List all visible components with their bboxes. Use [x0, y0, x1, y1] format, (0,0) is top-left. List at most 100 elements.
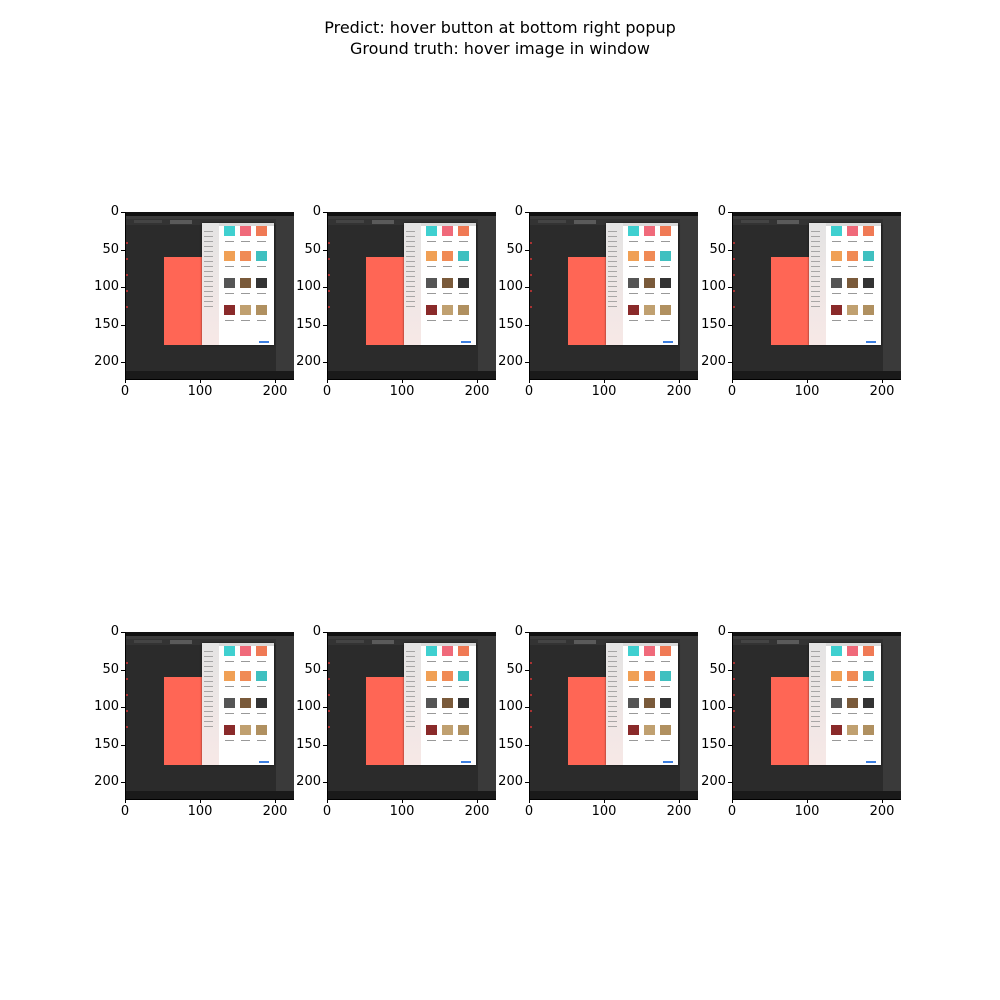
tool-bar-icons — [530, 242, 532, 322]
popup-button[interactable] — [663, 761, 673, 763]
thumbnail-caption — [832, 713, 841, 714]
thumbnail-caption — [427, 686, 436, 687]
y-tick-label: 100 — [296, 699, 321, 714]
options-bar — [733, 216, 901, 219]
image-thumbnail — [442, 226, 453, 236]
y-tick-label: 150 — [94, 737, 119, 752]
thumbnail-caption — [848, 293, 857, 294]
thumbnail-caption — [443, 686, 452, 687]
thumbnail-caption — [864, 293, 873, 294]
document-tab-bar — [733, 219, 901, 225]
x-tick-label: 100 — [794, 384, 820, 399]
thumbnail-caption — [241, 713, 250, 714]
popup-sidebar-items — [608, 231, 617, 311]
y-tick-mark — [525, 250, 529, 251]
x-tick-label: 0 — [120, 804, 130, 819]
thumbnail-caption — [629, 740, 638, 741]
popup-button[interactable] — [259, 341, 269, 343]
x-tick-label: 100 — [794, 804, 820, 819]
popup-button[interactable] — [461, 341, 471, 343]
image-thumbnail — [628, 698, 639, 708]
image-thumbnail — [442, 251, 453, 261]
image-thumbnail — [660, 278, 671, 288]
thumbnail-caption — [645, 740, 654, 741]
thumbnail-caption — [459, 320, 468, 321]
image-thumbnail — [240, 305, 251, 315]
y-tick-label: 0 — [110, 204, 119, 219]
x-tick-mark — [477, 799, 478, 803]
x-tick-label: 200 — [869, 804, 895, 819]
x-tick-mark — [477, 379, 478, 383]
screenshot-image — [529, 212, 698, 380]
thumbnail-caption — [459, 241, 468, 242]
y-tick-mark — [728, 362, 732, 363]
y-tick-label: 200 — [498, 774, 523, 789]
image-thumbnail — [863, 671, 874, 681]
thumbnail-caption — [443, 293, 452, 294]
popup-sidebar — [606, 223, 623, 345]
popup-sidebar — [202, 223, 219, 345]
right-panel-dock — [276, 639, 294, 791]
popup-button[interactable] — [259, 761, 269, 763]
y-tick-mark — [121, 707, 125, 708]
x-tick-mark — [327, 799, 328, 803]
thumbnail-caption — [629, 293, 638, 294]
subplot-panel: 0 50 100 150 200 0 100 200 — [498, 205, 705, 402]
y-tick-mark — [728, 707, 732, 708]
y-tick-mark — [121, 632, 125, 633]
popup-window — [606, 223, 678, 345]
image-thumbnail — [660, 305, 671, 315]
thumbnail-caption — [459, 686, 468, 687]
x-tick-label: 100 — [187, 804, 213, 819]
x-tick-mark — [200, 379, 201, 383]
popup-button[interactable] — [663, 341, 673, 343]
image-thumbnail — [644, 725, 655, 735]
figure-title-predict: Predict: hover button at bottom right po… — [324, 18, 676, 37]
screenshot-image — [327, 632, 496, 800]
menu-bar — [328, 212, 496, 216]
popup-window — [404, 643, 476, 765]
image-thumbnail — [256, 226, 267, 236]
image-thumbnail — [458, 646, 469, 656]
thumbnail-caption — [832, 241, 841, 242]
document-tab-active — [574, 220, 596, 224]
status-bar — [328, 371, 496, 379]
status-bar — [530, 791, 698, 799]
image-thumbnail — [224, 226, 235, 236]
status-bar — [530, 371, 698, 379]
x-tick-label: 100 — [187, 384, 213, 399]
popup-window — [606, 643, 678, 765]
thumbnail-caption — [241, 740, 250, 741]
thumbnail-caption — [848, 713, 857, 714]
y-tick-label: 100 — [296, 279, 321, 294]
popup-button[interactable] — [866, 761, 876, 763]
y-tick-label: 150 — [498, 317, 523, 332]
thumbnail-caption — [832, 266, 841, 267]
image-thumbnail — [847, 226, 858, 236]
x-tick-mark — [275, 799, 276, 803]
y-tick-label: 150 — [296, 317, 321, 332]
thumbnail-caption — [645, 686, 654, 687]
document-tab-bar — [126, 639, 294, 645]
thumbnail-caption — [257, 266, 266, 267]
image-thumbnail — [831, 646, 842, 656]
y-tick-mark — [525, 212, 529, 213]
image-thumbnail — [863, 698, 874, 708]
options-bar — [733, 636, 901, 639]
image-thumbnail — [628, 646, 639, 656]
thumbnail-caption — [241, 686, 250, 687]
image-thumbnail — [426, 698, 437, 708]
image-thumbnail — [256, 251, 267, 261]
y-tick-mark — [525, 632, 529, 633]
popup-button[interactable] — [461, 761, 471, 763]
y-tick-mark — [728, 782, 732, 783]
y-tick-mark — [323, 782, 327, 783]
popup-sidebar — [404, 223, 421, 345]
y-tick-label: 50 — [304, 242, 321, 257]
popup-button[interactable] — [866, 341, 876, 343]
options-bar — [530, 216, 698, 219]
thumbnail-caption — [848, 661, 857, 662]
image-thumbnail — [847, 251, 858, 261]
x-tick-mark — [604, 379, 605, 383]
document-tab — [336, 220, 364, 223]
